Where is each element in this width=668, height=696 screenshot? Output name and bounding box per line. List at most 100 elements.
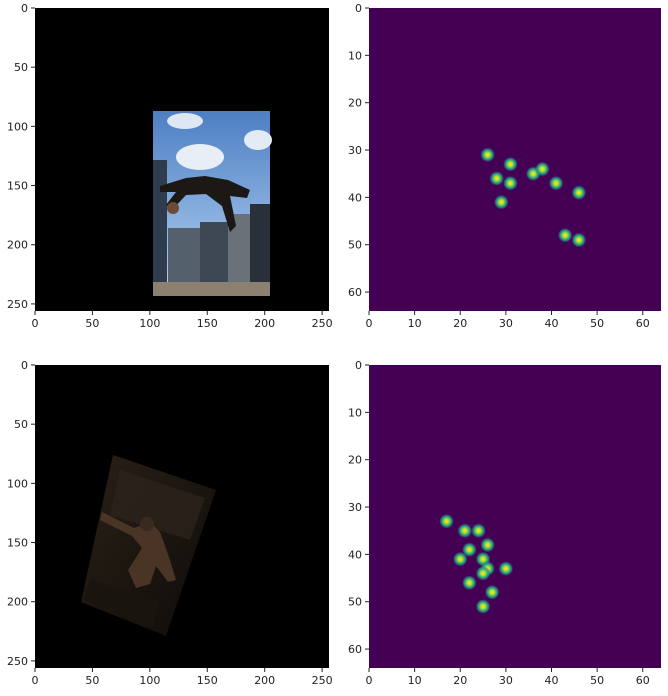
y-ticks: 0 50 100 150 200 250 [7, 359, 35, 668]
x-tick-label: 30 [499, 317, 513, 330]
photo-ground [153, 282, 270, 296]
heatmap-peak [548, 175, 564, 191]
x-tick-label: 50 [590, 674, 604, 687]
photo-cloud [244, 130, 272, 150]
photo-person [100, 512, 176, 588]
x-tick-label: 0 [32, 674, 39, 687]
heatmap-peak [484, 584, 500, 600]
x-ticks: 0 50 100 150 200 250 [32, 668, 333, 687]
panel-image-top: 0 50 100 150 200 250 0 50 100 150 200 250 [7, 2, 333, 330]
heatmap-peaks [480, 147, 587, 248]
x-tick-label: 50 [590, 317, 604, 330]
x-tick-label: 0 [366, 674, 373, 687]
y-tick-label: 0 [355, 359, 362, 372]
x-tick-label: 10 [408, 674, 422, 687]
photo-stairs [84, 580, 160, 628]
x-tick-label: 20 [453, 674, 467, 687]
x-tick-label: 200 [254, 674, 275, 687]
heatmap-peak [503, 175, 518, 191]
photo-building [250, 204, 270, 296]
x-tick-label: 40 [545, 317, 559, 330]
x-tick-label: 100 [139, 317, 160, 330]
y-tick-label: 60 [348, 286, 362, 299]
y-tick-label: 60 [348, 643, 362, 656]
heatmap-peak [480, 537, 495, 553]
photo-person-head [140, 517, 154, 531]
heatmap-peak [498, 561, 514, 576]
heatmap-peak [471, 523, 486, 539]
x-tick-label: 0 [32, 317, 39, 330]
x-tick-label: 10 [408, 317, 422, 330]
heatmap-peak [535, 161, 550, 177]
x-tick-label: 60 [636, 674, 650, 687]
photo-cloud [176, 144, 224, 170]
y-tick-label: 10 [348, 49, 362, 62]
heatmap-peak [475, 599, 491, 614]
y-tick-label: 0 [21, 2, 28, 15]
heatmap-peak [439, 513, 454, 529]
x-tick-label: 250 [312, 317, 333, 330]
y-ticks: 0 50 100 150 200 250 [7, 2, 35, 311]
y-tick-label: 50 [14, 61, 28, 74]
y-tick-label: 250 [7, 655, 28, 668]
heatmap-peak [475, 566, 491, 581]
y-tick-label: 40 [348, 191, 362, 204]
heatmap-peak [571, 232, 587, 248]
panel-heatmap-top: 0 10 20 30 40 50 60 0 10 20 30 40 50 60 [348, 2, 661, 330]
heatmap-peak [480, 147, 495, 163]
y-tick-label: 0 [355, 2, 362, 15]
heatmap-peak [462, 542, 477, 557]
y-tick-label: 50 [348, 596, 362, 609]
heatmap-peak [462, 575, 477, 591]
x-ticks: 0 10 20 30 40 50 60 [366, 311, 650, 330]
y-tick-label: 20 [348, 454, 362, 467]
heatmap-peak [571, 185, 587, 200]
heatmap-peak [489, 171, 505, 186]
x-ticks: 0 10 20 30 40 50 60 [366, 668, 650, 687]
y-tick-label: 100 [7, 120, 28, 133]
y-tick-label: 10 [348, 406, 362, 419]
x-tick-label: 50 [85, 317, 99, 330]
y-tick-label: 30 [348, 501, 362, 514]
photo-person [160, 176, 250, 232]
y-tick-label: 150 [7, 180, 28, 193]
x-tick-label: 30 [499, 674, 513, 687]
x-tick-label: 100 [139, 674, 160, 687]
heatmap-background [369, 365, 661, 668]
panel-heatmap-bottom: 0 10 20 30 40 50 60 0 10 20 30 40 50 60 [348, 359, 661, 687]
y-tick-label: 200 [7, 596, 28, 609]
y-tick-label: 250 [7, 298, 28, 311]
photo-building [153, 160, 167, 296]
heatmap-peak [452, 551, 468, 567]
x-tick-label: 20 [453, 317, 467, 330]
x-tick-label: 40 [545, 674, 559, 687]
y-ticks: 0 10 20 30 40 50 60 [348, 359, 369, 656]
heatmap-peak [503, 156, 518, 172]
y-tick-label: 50 [14, 418, 28, 431]
x-tick-label: 50 [85, 674, 99, 687]
y-tick-label: 50 [348, 239, 362, 252]
x-tick-label: 150 [197, 317, 218, 330]
heatmap-peak [457, 523, 473, 539]
y-tick-label: 30 [348, 144, 362, 157]
x-tick-label: 200 [254, 317, 275, 330]
x-tick-label: 150 [197, 674, 218, 687]
y-ticks: 0 10 20 30 40 50 60 [348, 2, 369, 299]
x-ticks: 0 50 100 150 200 250 [32, 311, 333, 330]
photo-backflip [153, 111, 272, 296]
y-tick-label: 40 [348, 548, 362, 561]
heatmap-peak [557, 227, 573, 243]
x-tick-label: 60 [636, 317, 650, 330]
heatmap-peak [494, 194, 509, 210]
y-tick-label: 200 [7, 239, 28, 252]
panel-image-bottom: 0 50 100 150 200 250 0 50 100 150 200 250 [7, 359, 333, 687]
y-tick-label: 20 [348, 97, 362, 110]
photo-window [110, 470, 205, 540]
photo-person-head [167, 202, 179, 214]
photo-cloud [167, 113, 203, 129]
y-tick-label: 100 [7, 477, 28, 490]
y-tick-label: 0 [21, 359, 28, 372]
heatmap-peaks [439, 513, 514, 614]
y-tick-label: 150 [7, 537, 28, 550]
